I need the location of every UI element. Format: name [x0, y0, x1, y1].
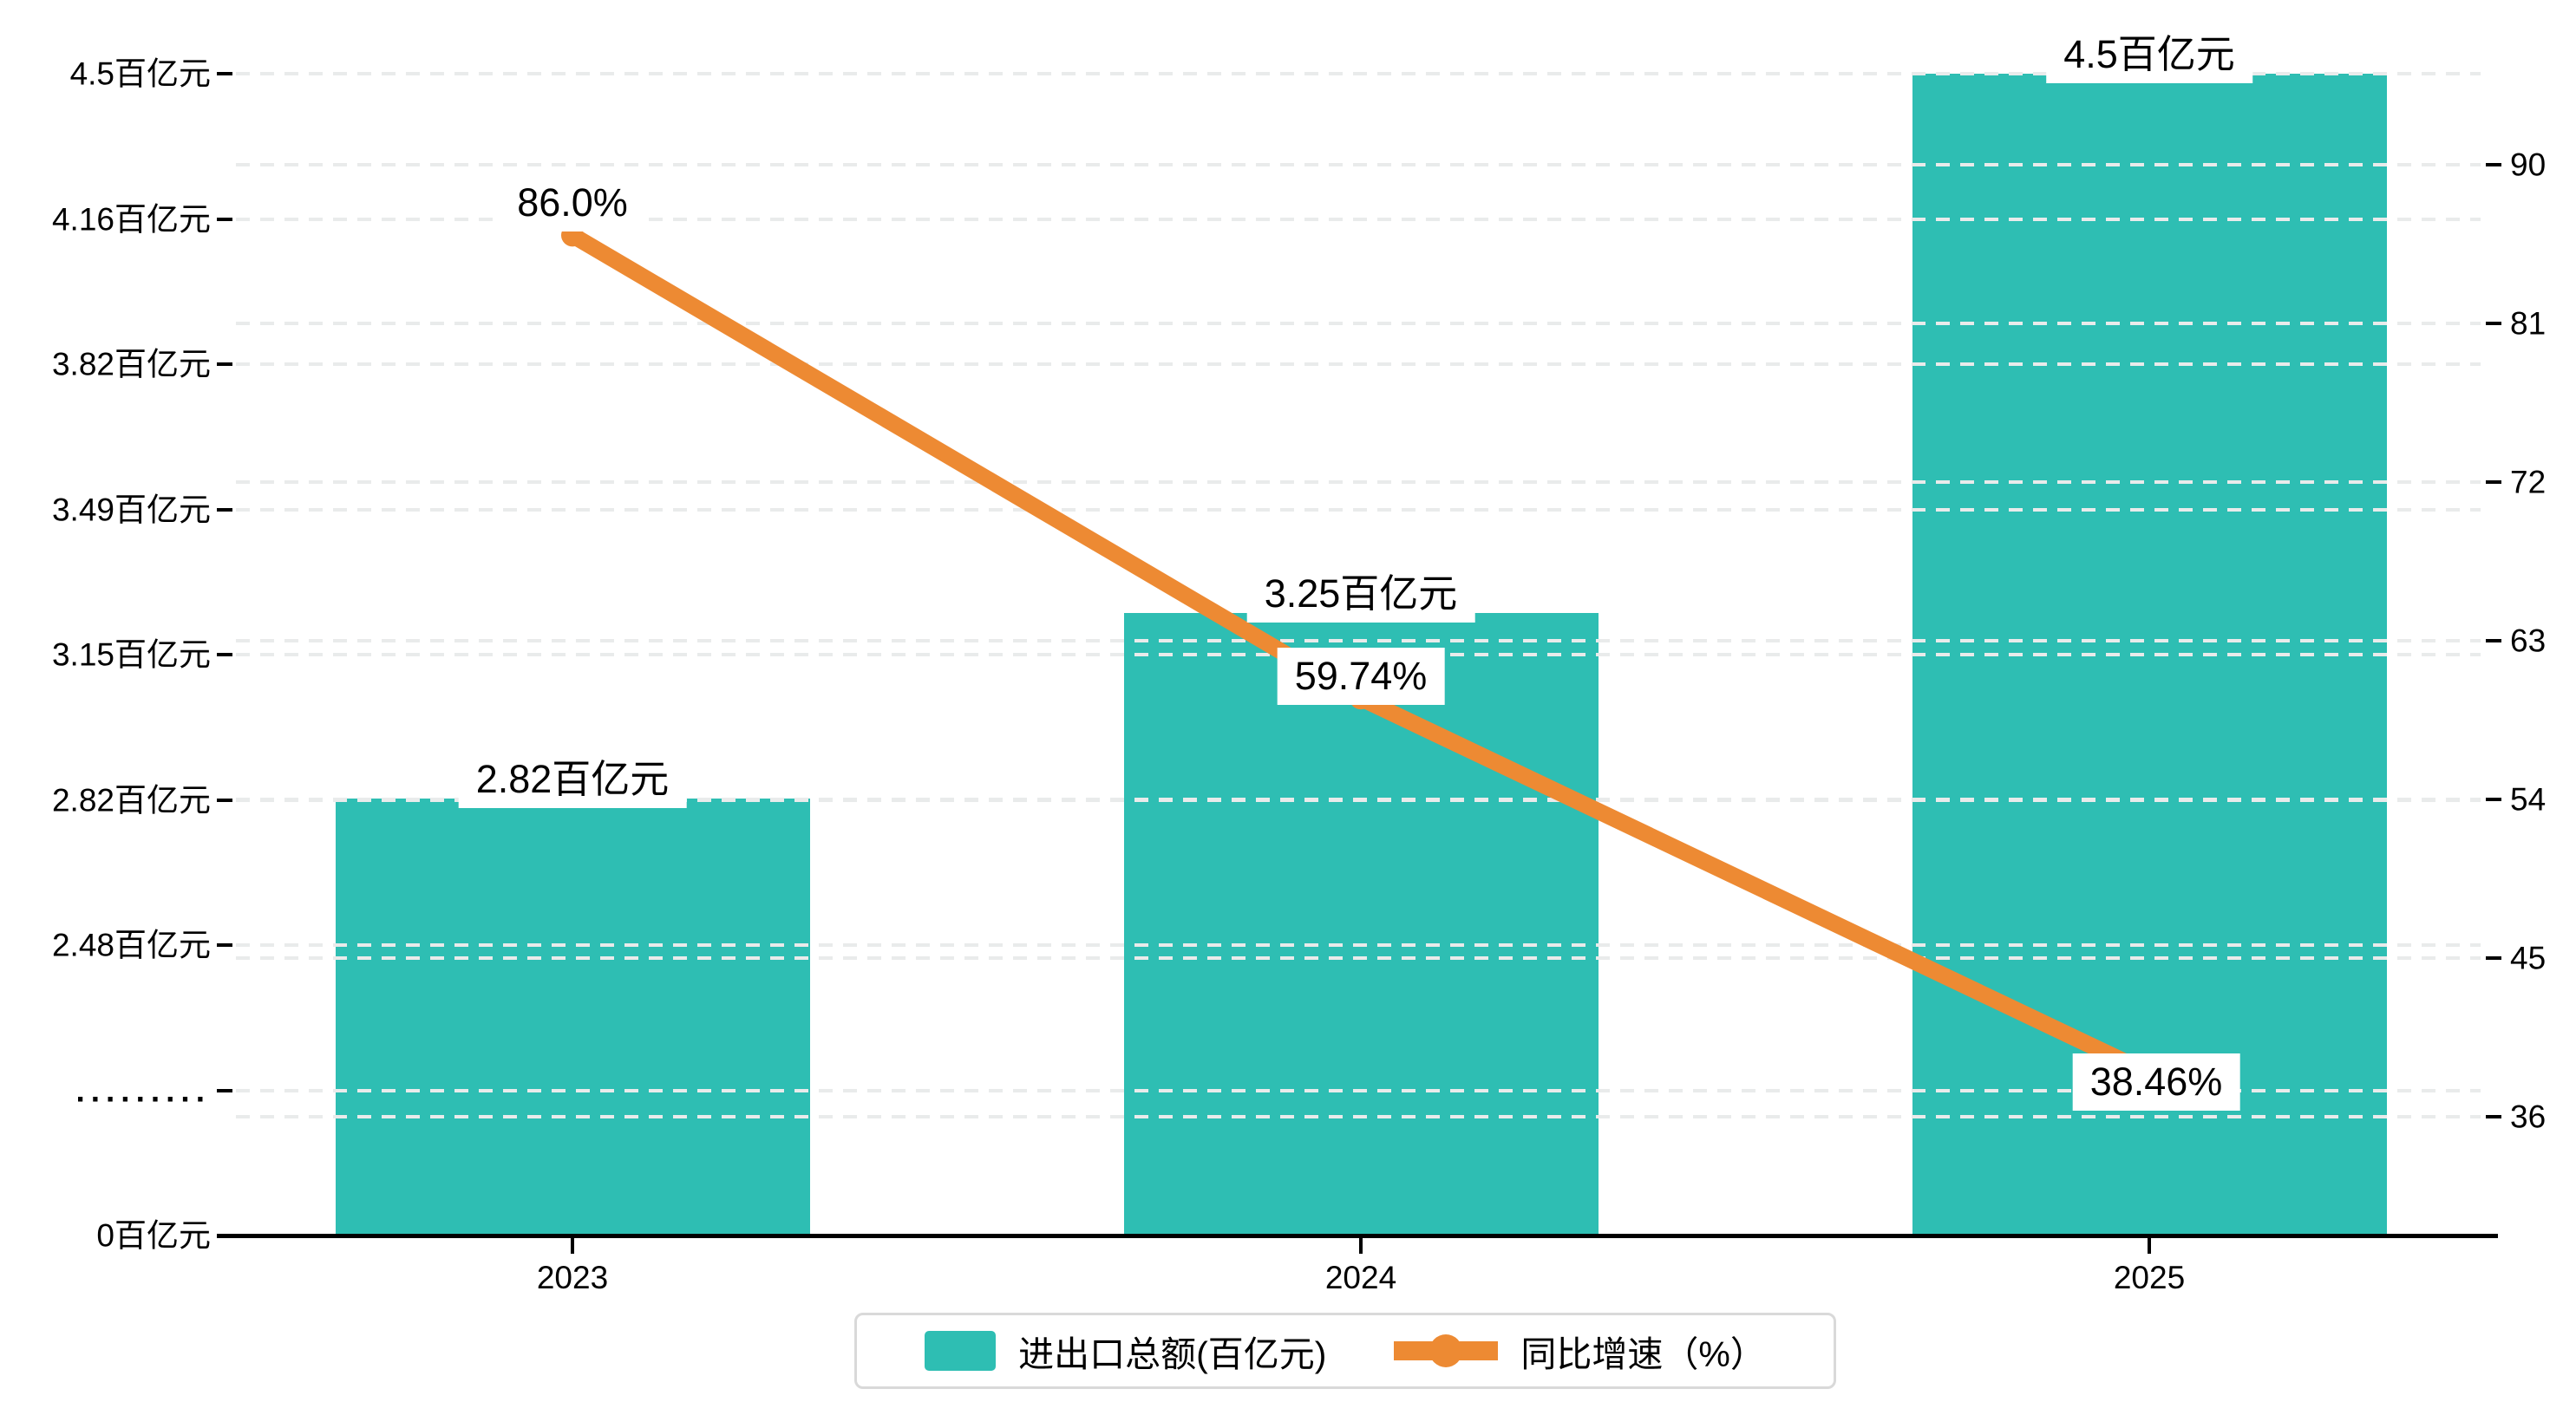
x-tick: [571, 1238, 574, 1254]
x-axis-label: 2025: [2113, 1260, 2186, 1295]
gridline-left: [236, 362, 2481, 366]
bar-2023[interactable]: [335, 798, 810, 1236]
y-right-tick: [2486, 798, 2501, 801]
y-right-label: 81: [2510, 305, 2547, 342]
bar-value-label: 3.25百亿元: [1246, 564, 1475, 623]
x-tick: [2148, 1238, 2151, 1254]
y-left-label: 4.5百亿元: [69, 55, 211, 92]
y-left-tick: [217, 943, 232, 947]
y-right-label: 54: [2510, 781, 2547, 818]
y-right-label: 90: [2510, 147, 2547, 183]
y-right-tick: [2486, 480, 2501, 484]
gridline-right: [236, 480, 2481, 484]
bar-value-label: 2.82百亿元: [458, 750, 687, 808]
y-left-label: 4.16百亿元: [51, 201, 211, 237]
y-right-label: 72: [2510, 464, 2547, 500]
x-axis-label: 2023: [536, 1260, 609, 1295]
gridline-left: [236, 1088, 2481, 1092]
y-left-label: 2.48百亿元: [51, 927, 211, 963]
line-dot-icon: [1394, 1332, 1499, 1370]
gridline-right: [236, 798, 2481, 801]
y-left-label: 2.82百亿元: [51, 782, 211, 818]
gridline-right: [236, 322, 2481, 325]
y-right-label: 45: [2510, 940, 2547, 976]
y-right-tick: [2486, 163, 2501, 166]
gridline-right: [236, 956, 2481, 960]
y-left-label: 3.15百亿元: [51, 636, 211, 673]
y-right-tick: [2486, 322, 2501, 325]
y-left-tick: [217, 72, 232, 75]
gridline-left: [236, 507, 2481, 512]
gridline-right: [236, 1115, 2481, 1118]
y-right-tick: [2486, 956, 2501, 960]
gridline-left: [236, 72, 2481, 75]
legend-item-line[interactable]: 同比增速（%）: [1394, 1325, 1766, 1377]
gridline-right: [236, 163, 2481, 166]
y-right-tick: [2486, 639, 2501, 642]
y-left-label: 0百亿元: [96, 1217, 211, 1254]
bar-swatch-icon: [925, 1331, 997, 1371]
y-left-tick: [217, 217, 232, 221]
y-right-tick: [2486, 1115, 2501, 1118]
legend-label-bar: 进出口总额(百亿元): [1018, 1334, 1327, 1374]
y-left-label: 3.82百亿元: [51, 346, 211, 382]
y-left-tick: [217, 1088, 232, 1092]
legend-item-bar[interactable]: 进出口总额(百亿元): [925, 1325, 1326, 1377]
y-right-label: 36: [2510, 1099, 2547, 1135]
x-tick: [1359, 1238, 1363, 1254]
y-left-tick: [217, 507, 232, 512]
legend: 进出口总额(百亿元) 同比增速（%）: [854, 1313, 1836, 1389]
bar-value-label: 4.5百亿元: [2046, 26, 2252, 83]
y-left-tick: [217, 653, 232, 656]
y-left-label: .........: [75, 1073, 211, 1108]
gridline-left: [236, 217, 2481, 221]
legend-label-line: 同比增速（%）: [1520, 1334, 1766, 1374]
bar-2024[interactable]: [1123, 612, 1599, 1236]
x-axis-label: 2024: [1324, 1260, 1397, 1295]
y-left-tick: [217, 798, 232, 802]
y-left-label: 3.49百亿元: [51, 492, 211, 527]
y-left-tick: [217, 362, 232, 366]
gridline-left: [236, 943, 2481, 947]
line-value-label: 38.46%: [2072, 1053, 2240, 1111]
line-value-label: 59.74%: [1277, 648, 1445, 706]
y-right-label: 63: [2510, 623, 2547, 659]
x-axis-line: [217, 1234, 2498, 1238]
line-value-label: 86.0%: [500, 174, 645, 232]
gridline-right: [236, 639, 2481, 642]
